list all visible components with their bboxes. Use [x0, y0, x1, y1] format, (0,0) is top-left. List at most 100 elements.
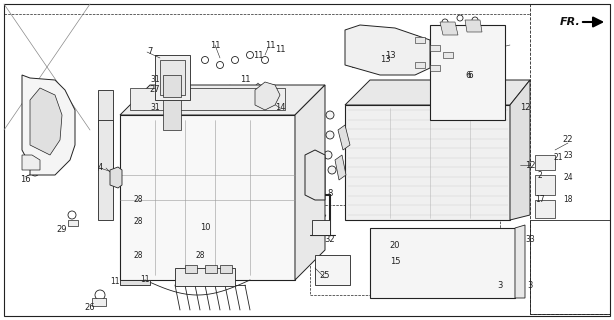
Bar [130, 88, 285, 110]
Circle shape [447, 89, 453, 95]
Text: 27: 27 [150, 85, 160, 94]
Circle shape [326, 131, 334, 139]
Polygon shape [161, 234, 169, 242]
Text: 18: 18 [563, 196, 573, 204]
Bar [530, 4, 610, 314]
Bar [535, 200, 555, 218]
Text: 11: 11 [140, 276, 150, 284]
Circle shape [417, 87, 423, 93]
Polygon shape [181, 244, 189, 252]
Bar [163, 100, 181, 130]
Polygon shape [151, 201, 159, 209]
Polygon shape [151, 251, 159, 259]
Circle shape [161, 211, 169, 219]
Text: 10: 10 [200, 223, 210, 233]
Bar [220, 265, 232, 273]
Text: 32: 32 [325, 236, 335, 244]
Circle shape [196, 238, 204, 246]
Polygon shape [22, 155, 40, 170]
Circle shape [357, 92, 363, 98]
Text: 11: 11 [111, 277, 120, 286]
Text: 8: 8 [327, 188, 333, 197]
Bar [120, 115, 295, 280]
Bar [68, 220, 78, 226]
Text: 31: 31 [150, 76, 160, 84]
Text: 33: 33 [525, 236, 535, 244]
Polygon shape [171, 206, 179, 214]
Bar [352, 35, 417, 67]
Bar [98, 120, 113, 220]
Bar [205, 265, 217, 273]
Circle shape [516, 161, 524, 169]
Text: 11: 11 [265, 41, 275, 50]
Bar [185, 265, 197, 273]
Bar [155, 55, 190, 100]
Bar [160, 60, 185, 95]
Text: 14: 14 [274, 103, 286, 113]
Circle shape [181, 216, 189, 224]
Text: 2: 2 [538, 171, 542, 180]
Text: 26: 26 [85, 303, 95, 313]
Text: 24: 24 [563, 173, 573, 182]
Text: 7: 7 [147, 47, 153, 57]
Polygon shape [345, 80, 530, 105]
Bar [315, 255, 350, 285]
Text: 5: 5 [397, 250, 403, 260]
Polygon shape [295, 85, 325, 280]
Circle shape [217, 61, 223, 68]
Text: 6: 6 [467, 70, 473, 79]
Circle shape [163, 268, 171, 276]
Polygon shape [320, 215, 326, 220]
Text: 3: 3 [527, 281, 533, 290]
Text: 11: 11 [274, 45, 286, 54]
Circle shape [472, 17, 478, 23]
Polygon shape [209, 231, 217, 239]
Text: 20: 20 [390, 241, 400, 250]
Text: 13: 13 [379, 55, 391, 65]
Circle shape [418, 62, 422, 68]
Text: 12: 12 [519, 103, 530, 113]
Circle shape [442, 19, 448, 25]
Text: 28: 28 [133, 218, 142, 227]
Circle shape [201, 57, 209, 63]
Polygon shape [335, 155, 346, 180]
Circle shape [262, 57, 268, 63]
Polygon shape [338, 125, 350, 150]
Polygon shape [443, 52, 453, 58]
Polygon shape [320, 225, 326, 230]
Polygon shape [201, 191, 209, 199]
Polygon shape [415, 37, 425, 43]
Polygon shape [430, 65, 440, 71]
Polygon shape [305, 150, 325, 200]
Polygon shape [515, 225, 525, 298]
Text: 21: 21 [553, 154, 563, 163]
Circle shape [231, 57, 238, 63]
Polygon shape [146, 168, 154, 176]
Polygon shape [191, 211, 199, 219]
Bar [535, 175, 555, 195]
Circle shape [166, 248, 174, 256]
Text: FR.: FR. [560, 17, 581, 27]
Polygon shape [30, 88, 62, 155]
Text: 13: 13 [385, 51, 395, 60]
Text: 17: 17 [535, 196, 545, 204]
Polygon shape [120, 280, 150, 285]
Circle shape [68, 211, 76, 219]
Polygon shape [240, 90, 250, 100]
Text: 12: 12 [525, 161, 535, 170]
Text: 6: 6 [465, 70, 471, 79]
Circle shape [191, 186, 199, 194]
Text: 28: 28 [195, 251, 204, 260]
Text: 11: 11 [239, 76, 251, 84]
Text: 31: 31 [150, 103, 160, 113]
Text: 11: 11 [253, 51, 263, 60]
Circle shape [136, 171, 144, 179]
Polygon shape [225, 85, 235, 95]
Circle shape [31, 168, 39, 176]
Text: 15: 15 [390, 258, 400, 267]
Text: 23: 23 [563, 150, 573, 159]
Bar [92, 298, 106, 306]
Text: 22: 22 [563, 135, 573, 145]
Polygon shape [253, 83, 263, 93]
Circle shape [397, 85, 403, 91]
